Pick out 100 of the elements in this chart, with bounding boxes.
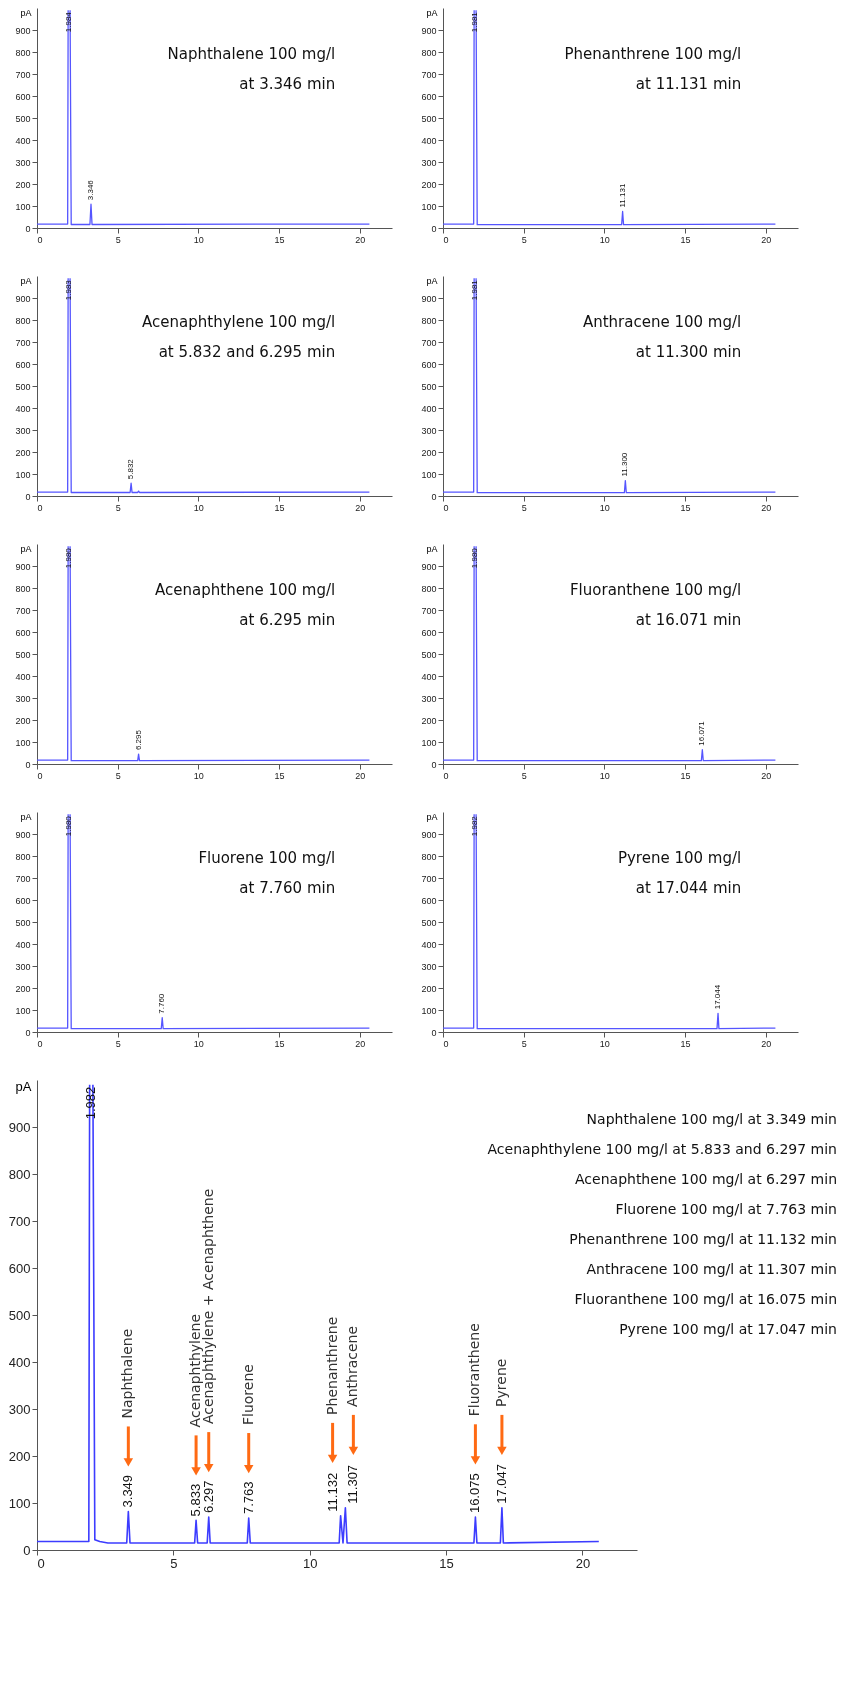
x-tick-label: 15 [274,502,285,513]
y-axis-title: pA [426,275,438,286]
y-tick-label: 900 [15,293,31,304]
y-tick-label: 100 [8,1495,31,1511]
x-tick-label: 0 [37,770,43,781]
y-tick-label: 100 [421,1005,437,1016]
y-tick-label: 100 [421,469,437,480]
y-tick-label: 100 [421,737,437,748]
x-tick-label: 15 [274,1038,285,1049]
y-tick-label: 200 [15,447,31,458]
y-tick-label: 0 [25,223,31,234]
x-tick-label: 0 [443,502,449,513]
y-tick-label: 400 [15,939,31,950]
y-tick-label: 700 [421,337,437,348]
y-tick-label: 400 [421,939,437,950]
annotation: Fluorene 100 mg/l [198,849,336,867]
x-tick-label: 20 [761,1038,772,1049]
y-tick-label: 800 [421,583,437,594]
y-tick-label: 600 [421,895,437,906]
y-tick-label: 300 [421,961,437,972]
y-tick-label: 500 [15,113,31,124]
annotation: Acenaphthylene 100 mg/l at 5.833 and 6.297 min [487,1141,837,1157]
y-tick-label: 500 [15,381,31,392]
annotation: Pyrene 100 mg/l at 17.047 min [619,1321,837,1337]
annotation: Fluorene 100 mg/l at 7.763 min [615,1201,837,1217]
y-tick-label: 100 [15,737,31,748]
x-tick-label: 0 [37,1555,45,1571]
x-tick-label: 15 [274,770,285,781]
y-tick-label: 400 [421,671,437,682]
y-axis-title: pA [20,275,32,286]
y-tick-label: 200 [8,1448,31,1464]
y-tick-label: 900 [8,1119,31,1135]
annotation: Anthracene [344,1325,361,1407]
y-tick-label: 100 [15,1005,31,1016]
y-tick-label: 900 [421,561,437,572]
annotation: Fluoranthene 100 mg/l at 16.075 min [574,1291,837,1307]
y-tick-label: 0 [431,759,437,770]
y-tick-label: 700 [421,873,437,884]
y-tick-label: 400 [421,135,437,146]
x-tick-label: 5 [115,770,121,781]
y-tick-label: 900 [15,561,31,572]
x-tick-label: 0 [37,502,43,513]
x-tick-label: 15 [439,1555,454,1571]
y-tick-label: 0 [23,1542,31,1558]
y-tick-label: 200 [421,179,437,190]
y-tick-label: 600 [421,627,437,638]
y-tick-label: 200 [421,447,437,458]
y-tick-label: 400 [15,135,31,146]
x-tick-label: 5 [521,770,527,781]
x-tick-label: 15 [680,234,691,245]
x-tick-label: 0 [443,1038,449,1049]
y-tick-label: 700 [8,1213,31,1229]
y-tick-label: 400 [15,671,31,682]
annotation: 1.980 [469,547,479,569]
x-tick-label: 10 [599,234,610,245]
y-tick-label: 700 [421,605,437,616]
x-tick-label: 15 [680,1038,691,1049]
y-axis-title: pA [20,7,32,18]
x-tick-label: 15 [274,234,285,245]
annotation: Naphthalene 100 mg/l [167,45,336,63]
y-axis-title: pA [20,811,32,822]
x-tick-label: 10 [193,502,204,513]
y-axis-title: pA [426,811,438,822]
y-tick-label: 900 [15,25,31,36]
y-tick-label: 0 [431,491,437,502]
annotation: 5.832 [126,458,136,480]
annotation: Pyrene 100 mg/l [617,849,742,867]
annotation: Fluoranthene [466,1323,483,1417]
x-tick-label: 10 [193,1038,204,1049]
annotation: 1.980 [63,815,73,837]
annotation: Anthracene 100 mg/l [582,313,742,331]
y-tick-label: 800 [421,851,437,862]
y-tick-label: 300 [421,693,437,704]
y-axis-title: pA [20,543,32,554]
y-tick-label: 0 [431,1027,437,1038]
annotation: at 6.295 min [239,611,336,629]
x-tick-label: 0 [443,234,449,245]
x-tick-label: 0 [37,1038,43,1049]
y-tick-label: 300 [8,1401,31,1417]
annotation: Acenaphthene 100 mg/l [155,581,336,599]
y-tick-label: 0 [25,491,31,502]
annotation: Naphthalene 100 mg/l at 3.349 min [586,1111,837,1127]
y-tick-label: 900 [421,829,437,840]
x-tick-label: 5 [521,1038,527,1049]
y-axis-title: pA [15,1078,32,1094]
x-tick-label: 20 [761,502,772,513]
y-tick-label: 800 [15,315,31,326]
x-tick-label: 5 [115,502,121,513]
x-tick-label: 20 [355,502,366,513]
x-tick-label: 20 [355,770,366,781]
annotation: 1.981 [469,11,479,33]
y-tick-label: 200 [15,983,31,994]
annotation: Anthracene 100 mg/l at 11.307 min [586,1261,837,1277]
y-tick-label: 500 [15,917,31,928]
x-tick-label: 5 [170,1555,178,1571]
x-tick-label: 10 [599,502,610,513]
annotation: 11.132 [324,1472,340,1512]
annotation: at 11.131 min [635,75,742,93]
y-tick-label: 500 [421,113,437,124]
y-tick-label: 0 [431,223,437,234]
